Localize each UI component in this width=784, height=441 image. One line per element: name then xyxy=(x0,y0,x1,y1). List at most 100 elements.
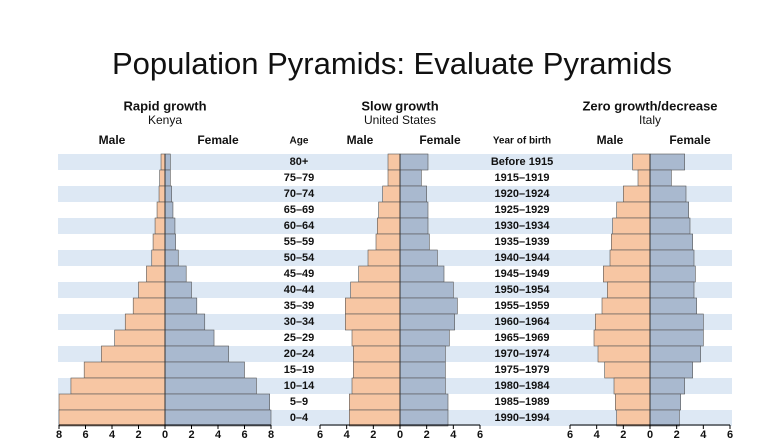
x-tick-label: 4 xyxy=(344,429,351,441)
bar xyxy=(399,217,429,235)
row-label: 30–34 xyxy=(284,316,315,328)
bar xyxy=(399,169,422,187)
row-label: 50–54 xyxy=(284,252,315,264)
bar xyxy=(58,409,166,427)
row-label: 1985–1989 xyxy=(494,396,549,408)
legend-label: Male xyxy=(99,133,126,147)
row-label: 5–9 xyxy=(290,396,308,408)
bar xyxy=(604,361,651,379)
x-tick-label: 4 xyxy=(215,429,222,441)
bar xyxy=(649,409,680,427)
legend-label: Female xyxy=(669,133,711,147)
bar xyxy=(595,313,651,331)
x-tick-label: 6 xyxy=(477,429,483,441)
x-tick-label: 2 xyxy=(674,429,680,441)
row-label: 1940–1944 xyxy=(494,252,550,264)
bar xyxy=(350,281,401,299)
row-label: 75–79 xyxy=(284,172,315,184)
bar xyxy=(58,393,166,411)
bar xyxy=(612,217,651,235)
bar xyxy=(114,329,166,347)
bar xyxy=(353,361,401,379)
x-tick-label: 2 xyxy=(370,429,376,441)
bar xyxy=(399,153,429,171)
bar xyxy=(349,393,401,411)
x-tick-label: 2 xyxy=(424,429,430,441)
bar xyxy=(649,153,685,171)
x-tick-label: 8 xyxy=(56,429,62,441)
x-tick-label: 0 xyxy=(397,429,403,441)
bar xyxy=(609,249,651,267)
pyramid-title: Zero growth/decrease xyxy=(582,98,717,113)
bar xyxy=(399,265,445,283)
bar xyxy=(399,233,430,251)
bar xyxy=(353,345,401,363)
bar xyxy=(382,185,401,203)
bar xyxy=(399,361,446,379)
bar xyxy=(399,281,454,299)
bar xyxy=(164,313,206,331)
bar xyxy=(649,377,685,395)
x-tick-label: 6 xyxy=(567,429,573,441)
bar xyxy=(597,345,651,363)
pyramid-title: Slow growth xyxy=(361,98,438,113)
x-tick-label: 4 xyxy=(700,429,707,441)
row-label: 55–59 xyxy=(284,236,315,248)
pyramid-subtitle: United States xyxy=(364,113,436,127)
bar xyxy=(164,361,245,379)
bar xyxy=(649,265,696,283)
bar xyxy=(399,377,446,395)
bar xyxy=(146,265,166,283)
bar xyxy=(649,217,691,235)
bar xyxy=(649,185,687,203)
bar xyxy=(616,409,651,427)
bar xyxy=(159,169,166,187)
bar xyxy=(649,169,672,187)
legend-label: Male xyxy=(597,133,624,147)
bar xyxy=(164,217,176,235)
bar xyxy=(649,313,704,331)
bar xyxy=(351,329,401,347)
bar xyxy=(649,233,693,251)
bar xyxy=(399,297,458,315)
bar xyxy=(399,345,446,363)
row-label: 40–44 xyxy=(284,284,315,296)
x-tick-label: 4 xyxy=(594,429,601,441)
x-tick-label: 2 xyxy=(620,429,626,441)
bar xyxy=(377,217,401,235)
bar xyxy=(637,169,651,187)
bar xyxy=(607,281,651,299)
bar xyxy=(623,185,651,203)
bar xyxy=(399,185,427,203)
bar xyxy=(649,361,693,379)
row-label: 10–14 xyxy=(284,380,315,392)
row-label: Before 1915 xyxy=(491,156,553,168)
bar xyxy=(345,297,401,315)
row-label: 1935–1939 xyxy=(494,236,549,248)
bar xyxy=(164,169,171,187)
bar xyxy=(124,313,166,331)
bar xyxy=(649,345,701,363)
x-tick-label: 6 xyxy=(317,429,323,441)
bar xyxy=(649,281,695,299)
row-label: 1965–1969 xyxy=(494,332,549,344)
bar xyxy=(164,329,215,347)
bar xyxy=(164,281,192,299)
bar xyxy=(164,409,272,427)
x-tick-label: 6 xyxy=(241,429,247,441)
bar xyxy=(399,201,429,219)
bar xyxy=(649,201,689,219)
x-tick-label: 0 xyxy=(647,429,653,441)
bar xyxy=(164,297,198,315)
bar xyxy=(399,313,455,331)
bar xyxy=(164,201,174,219)
bar xyxy=(160,153,166,171)
row-label: 1970–1974 xyxy=(494,348,550,360)
bar xyxy=(593,329,651,347)
row-label: 1925–1929 xyxy=(494,204,549,216)
bar xyxy=(601,297,651,315)
column-label: Year of birth xyxy=(493,136,551,147)
bar xyxy=(387,169,401,187)
row-label: 80+ xyxy=(290,156,309,168)
